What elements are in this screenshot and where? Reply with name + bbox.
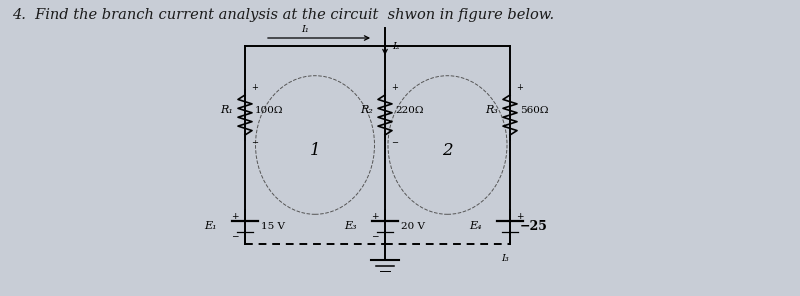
Text: 4.  Find the branch current analysis at the circuit  shwon in figure below.: 4. Find the branch current analysis at t… (12, 8, 554, 22)
Text: −: − (251, 139, 258, 147)
Text: E₄: E₄ (470, 221, 482, 231)
Text: 20 V: 20 V (401, 221, 425, 231)
Text: I₁: I₁ (301, 25, 309, 34)
Text: 15 V: 15 V (261, 221, 285, 231)
Text: E₃: E₃ (344, 221, 357, 231)
Text: 100Ω: 100Ω (255, 105, 283, 115)
Text: I₂: I₂ (392, 41, 400, 51)
Text: +: + (517, 83, 523, 91)
Text: −: − (391, 139, 398, 147)
Text: +: + (516, 212, 524, 221)
Text: +: + (231, 212, 238, 221)
Text: −: − (371, 231, 378, 240)
Text: R₃: R₃ (485, 105, 498, 115)
Text: +: + (251, 83, 258, 91)
Text: E₁: E₁ (204, 221, 217, 231)
Text: 220Ω: 220Ω (395, 105, 423, 115)
Text: +: + (391, 83, 398, 91)
Text: +: + (371, 212, 378, 221)
Text: 1: 1 (310, 141, 320, 158)
Text: 2: 2 (442, 141, 453, 158)
Text: I₃: I₃ (501, 254, 509, 263)
Text: R₁: R₁ (220, 105, 233, 115)
Text: −: − (231, 231, 238, 240)
Text: −25: −25 (520, 220, 548, 232)
Text: R₂: R₂ (360, 105, 373, 115)
Text: 560Ω: 560Ω (520, 105, 549, 115)
